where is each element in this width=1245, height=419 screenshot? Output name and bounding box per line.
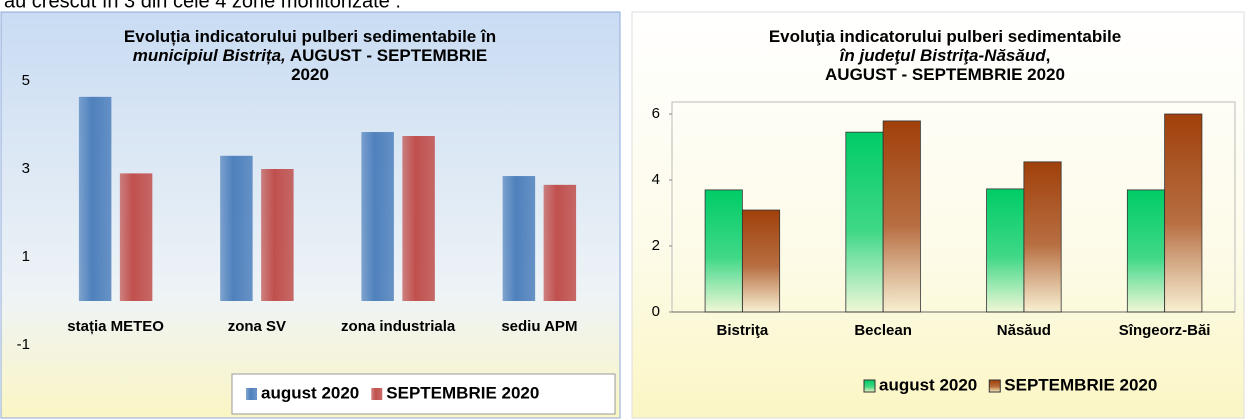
- chart-title: AUGUST - SEPTEMBRIE 2020: [825, 65, 1065, 84]
- legend-label: august 2020: [879, 375, 977, 394]
- x-tick-label: Năsăud: [997, 322, 1051, 339]
- legend-label: SEPTEMBRIE 2020: [1004, 375, 1157, 394]
- x-tick-label: zona SV: [228, 318, 286, 335]
- x-tick-label: Beclean: [854, 322, 912, 339]
- bar: [845, 131, 884, 313]
- bar: [741, 209, 781, 313]
- chart-title: Evoluţia indicatorului pulberi sedimenta…: [769, 27, 1121, 46]
- bar: [882, 120, 921, 313]
- bar: [361, 132, 394, 301]
- chart-title: Evoluția indicatorului pulberi sedimenta…: [124, 27, 496, 46]
- y-tick-label: 5: [22, 72, 30, 89]
- bar: [261, 169, 294, 301]
- bar: [402, 136, 435, 301]
- title-part: municipiul Bistrița,: [133, 46, 286, 65]
- bar: [119, 173, 153, 301]
- y-tick-label: 6: [652, 105, 660, 122]
- y-tick-label: 1: [22, 248, 30, 265]
- title-part: AUGUST - SEPTEMBRIE 2020: [825, 65, 1065, 84]
- legend-box: [231, 373, 616, 415]
- title-part: 2020: [291, 65, 329, 84]
- legend-swatch: [246, 388, 257, 400]
- chart-title: în judeţul Bistriţa-Năsăud,: [840, 46, 1051, 65]
- y-tick-label: 0: [652, 303, 660, 320]
- x-tick-label: sediu APM: [501, 318, 577, 335]
- bar: [502, 176, 536, 301]
- bar: [220, 155, 253, 301]
- legend-swatch: [988, 379, 1001, 393]
- bar: [1023, 161, 1062, 313]
- title-part: Evoluţia indicatorului pulberi sedimenta…: [769, 27, 1121, 46]
- legend-label: august 2020: [261, 383, 359, 402]
- chart-title: municipiul Bistrița, AUGUST - SEPTEMBRIE: [133, 46, 488, 65]
- legend-swatch: [371, 388, 383, 400]
- title-part: AUGUST - SEPTEMBRIE: [286, 46, 488, 65]
- y-tick-label: 2: [652, 237, 660, 254]
- bar: [78, 96, 112, 301]
- x-tick-label: Bistriţa: [717, 322, 769, 339]
- chart-title: 2020: [291, 65, 329, 84]
- bar: [704, 189, 743, 313]
- legend-label: SEPTEMBRIE 2020: [386, 383, 539, 402]
- legend-swatch: [863, 379, 876, 393]
- y-tick-label: -1: [17, 336, 30, 353]
- title-part: ,: [1046, 46, 1051, 65]
- bar: [986, 188, 1025, 313]
- y-tick-label: 4: [652, 171, 660, 188]
- bar: [1126, 189, 1166, 313]
- bar: [1164, 113, 1203, 313]
- bar: [543, 184, 577, 301]
- title-part: Evoluția indicatorului pulberi sedimenta…: [124, 27, 496, 46]
- y-tick-label: 3: [22, 160, 30, 177]
- title-part: în judeţul Bistriţa-Năsăud: [840, 46, 1047, 65]
- x-tick-label: zona industriala: [341, 318, 456, 335]
- header-text: au crescut în 3 din cele 4 zone monitori…: [4, 0, 401, 12]
- x-tick-label: stația METEO: [67, 318, 164, 335]
- x-tick-label: Sîngeorz-Băi: [1119, 322, 1211, 339]
